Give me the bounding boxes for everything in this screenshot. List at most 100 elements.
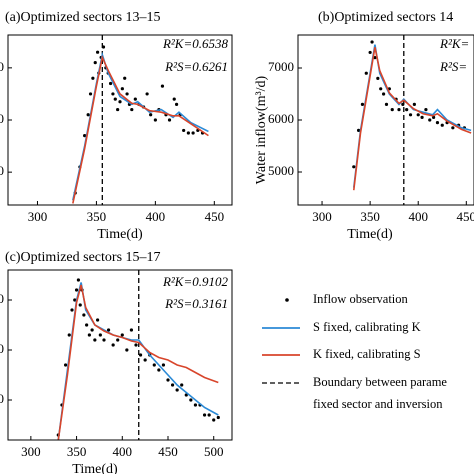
model-line <box>72 54 209 204</box>
x-tick-label: 500 <box>204 444 224 459</box>
axes-frame <box>297 34 474 206</box>
observation-point <box>182 128 186 133</box>
x-tick-label: 400 <box>113 444 133 459</box>
observation-point <box>90 328 94 332</box>
observation-point <box>451 126 455 130</box>
observation-point <box>373 56 377 60</box>
axes-frame <box>7 34 233 206</box>
observation-point <box>138 353 143 357</box>
observation-point <box>160 84 165 88</box>
observation-point <box>440 123 444 127</box>
observation-point <box>186 131 190 135</box>
y-tick-label: 6000 <box>0 111 4 126</box>
observation-point <box>111 92 115 96</box>
observation-point <box>73 298 77 302</box>
observation-point <box>189 398 193 402</box>
legend-swatch <box>285 298 289 302</box>
x-axis-label: Time(d) <box>72 462 118 474</box>
observation-point <box>83 134 87 138</box>
observation-point <box>157 368 161 372</box>
x-axis-label: Time(d) <box>347 227 393 242</box>
observation-point <box>120 333 124 337</box>
observation-point <box>191 131 195 135</box>
observation-point <box>93 338 97 342</box>
observation-point <box>129 328 134 332</box>
y-tick-label: 7000 <box>268 59 294 74</box>
observation-point <box>76 278 80 282</box>
observation-point <box>152 363 156 367</box>
observation-point <box>174 102 179 106</box>
x-axis-label: Time(d) <box>97 227 143 242</box>
legend-label: Inflow observation <box>313 292 409 306</box>
y-tick-label: 6000 <box>0 341 4 356</box>
y-tick-label: 5000 <box>0 391 4 406</box>
y-tick-label: 5000 <box>268 163 294 178</box>
observation-point <box>428 118 432 122</box>
observation-point <box>98 333 102 337</box>
observation-point <box>390 108 394 112</box>
x-tick-label: 300 <box>312 209 332 224</box>
observation-point <box>87 333 91 337</box>
plot-area <box>8 270 232 440</box>
observation-point <box>175 388 179 392</box>
observation-point <box>120 87 124 91</box>
legend-label: S fixed, calibrating K <box>313 320 421 334</box>
observation-point <box>364 71 368 75</box>
observation-point <box>161 363 166 367</box>
panel-title: (c)Optimized sectors 15–17 <box>5 250 161 265</box>
observation-point <box>376 76 380 81</box>
observation-point <box>166 378 170 382</box>
model-line <box>57 282 219 441</box>
observation-point <box>133 97 137 101</box>
observation-point <box>101 45 106 49</box>
observation-point <box>212 418 216 422</box>
observation-point <box>125 92 129 96</box>
observation-point <box>113 97 117 101</box>
observation-point <box>123 76 127 80</box>
observation-point <box>78 303 82 307</box>
observation-point <box>125 348 129 352</box>
observation-point <box>370 40 374 44</box>
observation-point <box>116 338 120 342</box>
panel-title: (a)Optimized sectors 13–15 <box>5 10 161 25</box>
observation-point <box>207 413 211 417</box>
observation-point <box>416 113 420 117</box>
observation-point <box>67 333 71 337</box>
observation-point <box>134 343 138 347</box>
observation-point <box>381 92 386 96</box>
observation-point <box>184 393 188 397</box>
x-tick-label: 300 <box>21 444 41 459</box>
observation-point <box>216 415 220 420</box>
x-tick-label: 400 <box>408 209 428 224</box>
r2-annotation: R²K= <box>439 36 469 51</box>
observation-point <box>64 363 68 367</box>
observation-point <box>145 92 149 96</box>
observation-point <box>397 108 401 112</box>
r2-annotation: R²S=0.3161 <box>164 296 228 311</box>
x-tick-label: 350 <box>87 209 107 224</box>
observation-point <box>172 97 176 101</box>
observation-point <box>167 118 172 122</box>
x-tick-label: 350 <box>67 444 87 459</box>
observation-point <box>86 113 90 117</box>
y-tick-label: 7000 <box>0 59 4 74</box>
observation-point <box>180 383 184 387</box>
observation-point <box>116 107 120 112</box>
observation-point <box>153 118 157 122</box>
axes-frame <box>7 269 233 441</box>
observation-point <box>435 120 440 125</box>
observation-point <box>401 102 405 107</box>
observation-point <box>384 102 389 107</box>
observation-point <box>88 92 93 96</box>
x-tick-label: 400 <box>146 209 166 224</box>
y-tick-label: 5000 <box>0 163 4 178</box>
observation-point <box>96 318 100 322</box>
x-tick-label: 300 <box>28 209 48 224</box>
r2-annotation: R²K=0.9102 <box>162 274 229 289</box>
legend-label: fixed sector and inversion <box>313 397 443 411</box>
observation-point <box>170 383 175 387</box>
x-tick-label: 450 <box>457 209 474 224</box>
observation-point <box>412 102 416 107</box>
observation-point <box>143 358 147 362</box>
